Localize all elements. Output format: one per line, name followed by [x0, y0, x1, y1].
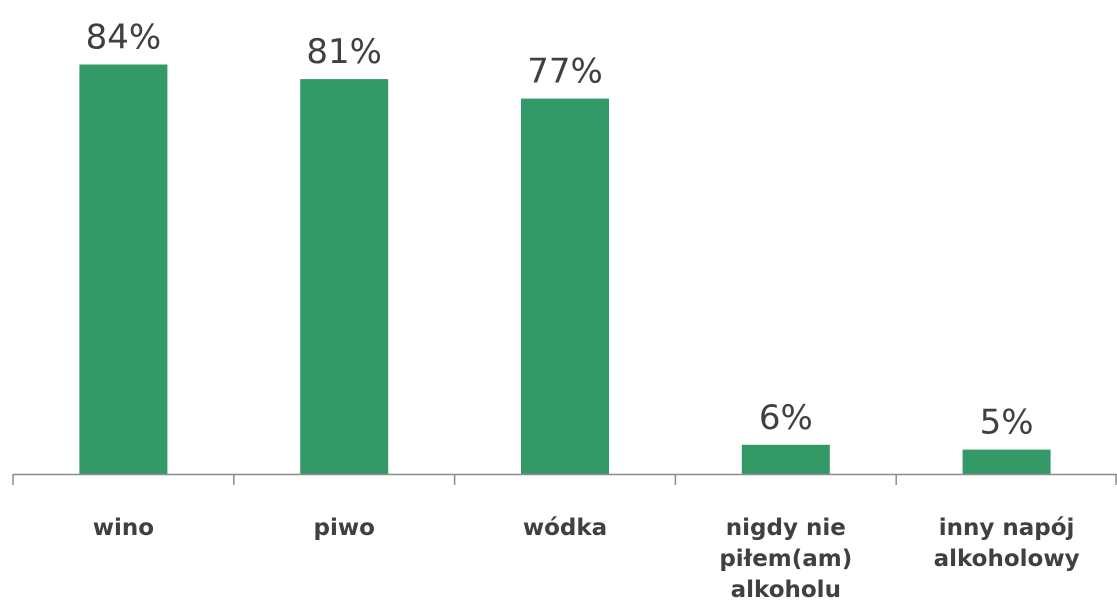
value-label-1: 81% [306, 32, 382, 72]
value-label-2: 77% [527, 52, 603, 92]
value-label-3: 6% [759, 398, 813, 438]
category-label-4: inny napój alkoholowy [934, 515, 1080, 572]
category-label-2: wódka [523, 515, 607, 541]
bar-0 [79, 64, 168, 474]
category-label-4-line-1: alkoholowy [934, 546, 1080, 572]
category-label-3-line-2: alkoholu [731, 577, 841, 603]
value-label-0: 84% [86, 18, 162, 58]
bar-2 [521, 98, 609, 474]
category-label-1: piwo [313, 515, 374, 541]
category-label-0: wino [93, 515, 154, 541]
x-axis [12, 473, 1117, 485]
category-label-2-line-0: wódka [523, 515, 607, 541]
bar-1 [300, 79, 389, 474]
category-label-3: nigdy nie piłem(am) alkoholu [719, 515, 852, 603]
category-label-3-line-1: piłem(am) [719, 546, 852, 572]
labels-layer: 84% wino 81% piwo 77% wódka 6% nigdy nie piłem(a… [86, 18, 1080, 604]
bar-3 [741, 444, 830, 475]
category-label-3-line-0: nigdy nie [726, 515, 846, 541]
bars-layer [79, 64, 1051, 475]
category-label-4-line-0: inny napój [939, 515, 1075, 541]
bar-4 [962, 449, 1051, 474]
category-label-0-line-0: wino [93, 515, 154, 541]
value-label-4: 5% [980, 403, 1034, 443]
category-label-1-line-0: piwo [313, 515, 374, 541]
